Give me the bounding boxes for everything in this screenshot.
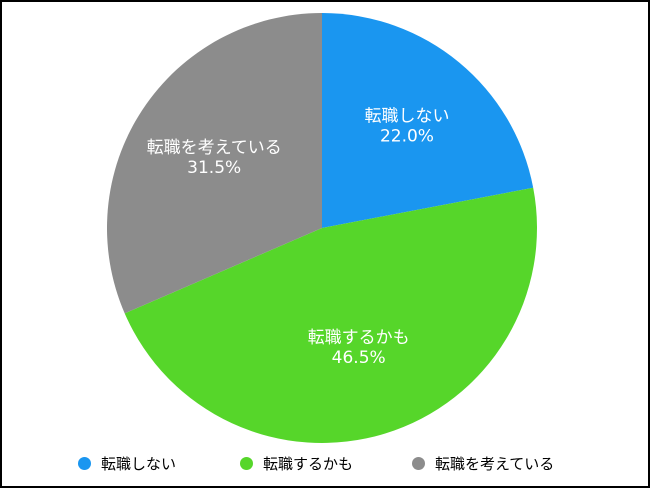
pie-slice-3	[106, 13, 323, 314]
legend-dot-2	[240, 457, 253, 470]
legend-label-3: 転職を考えている	[435, 455, 555, 473]
slice-value-label-1: 22.0%	[380, 126, 434, 146]
slice-category-label-2: 転職するかも	[308, 328, 410, 348]
legend-label-2: 転職するかも	[263, 455, 354, 473]
legend-dot-3	[412, 457, 425, 470]
slice-value-label-2: 46.5%	[332, 348, 386, 368]
legend-label-1: 転職しない	[101, 455, 177, 473]
pie-slice-2	[124, 187, 538, 443]
slice-value-label-3: 31.5%	[187, 158, 241, 178]
legend-dot-1	[78, 457, 91, 470]
slice-category-label-1: 転職しない	[364, 106, 449, 126]
pie-slice-1	[322, 13, 534, 228]
legend-item-2: 転職するかも	[240, 453, 353, 474]
legend-item-3: 転職を考えている	[412, 453, 554, 474]
legend-item-1: 転職しない	[78, 453, 176, 474]
legend: 転職しない 転職するかも 転職を考えている	[0, 446, 650, 476]
slice-category-label-3: 転職を考えている	[147, 138, 282, 158]
